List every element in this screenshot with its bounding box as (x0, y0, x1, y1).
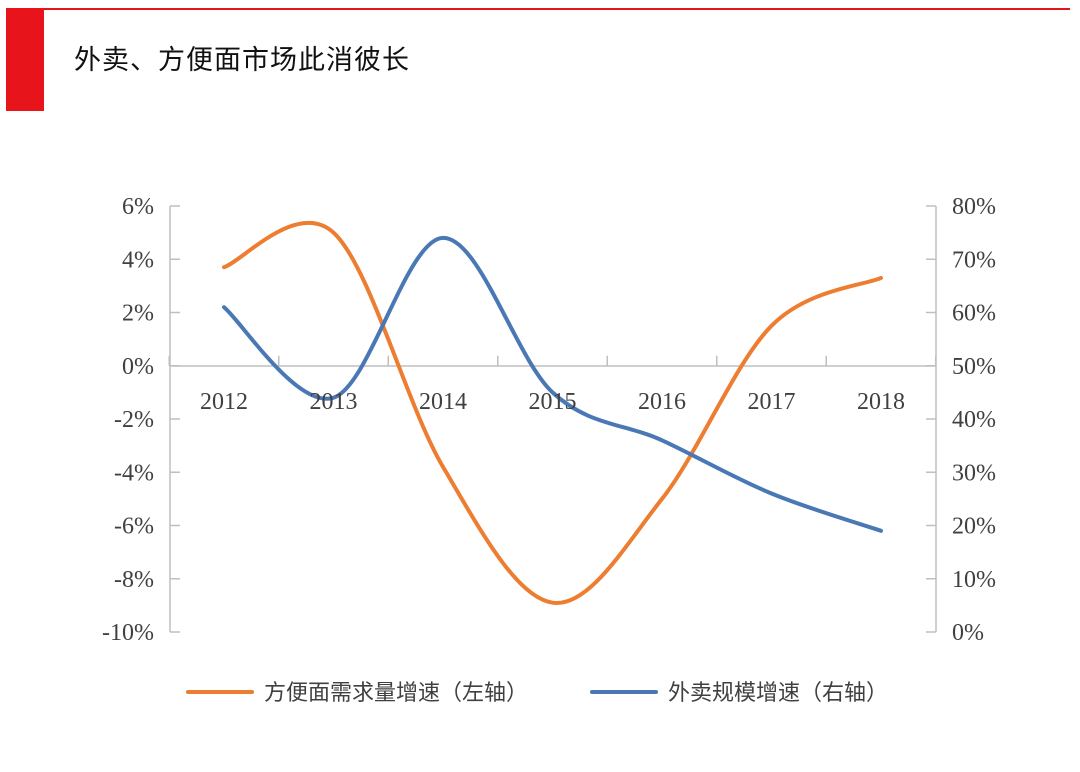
right-axis-tick-label: 70% (952, 247, 996, 273)
right-axis-tick-label: 80% (952, 194, 996, 220)
x-axis-tick-label: 2015 (529, 389, 577, 415)
tick-group: 6% 4% 2% 0% -2% -4% -6% -8% -10% 80% 70% 60% 50% 40% 3… (102, 194, 996, 646)
right-axis-tick-label: 20% (952, 514, 996, 540)
left-axis-tick-label: -10% (102, 620, 154, 646)
legend: 方便面需求量增速（左轴） 外卖规模增速（右轴） (186, 681, 888, 706)
x-label-group: 2012 2013 2014 2015 2016 2017 2018 (200, 389, 905, 415)
left-axis-tick-label: 4% (122, 247, 154, 273)
series-group (222, 220, 883, 605)
left-axis-tick-label: 6% (122, 194, 154, 220)
right-axis-tick-label: 40% (952, 407, 996, 433)
right-axis-tick-label: 50% (952, 354, 996, 380)
series-line-instant-noodle (222, 220, 883, 605)
x-axis-tick-label: 2017 (748, 389, 796, 415)
left-axis-tick-label: 0% (122, 354, 154, 380)
left-axis-tick-label: -6% (114, 514, 154, 540)
x-axis-tick-label: 2012 (200, 389, 248, 415)
right-axis-tick-label: 30% (952, 460, 996, 486)
legend-label: 外卖规模增速（右轴） (668, 681, 888, 706)
page-title: 外卖、方便面市场此消彼长 (74, 45, 410, 76)
title-accent-bar (6, 8, 44, 111)
x-axis-tick-label: 2018 (857, 389, 905, 415)
series-line-takeout (222, 235, 883, 533)
left-axis-tick-label: -8% (114, 567, 154, 593)
legend-label: 方便面需求量增速（左轴） (264, 681, 528, 706)
left-axis-tick-label: -2% (114, 407, 154, 433)
left-axis-tick-label: -4% (114, 460, 154, 486)
right-axis-tick-label: 0% (952, 620, 984, 646)
left-axis-tick-label: 2% (122, 301, 154, 327)
axes-group (169, 206, 937, 632)
right-axis-tick-label: 60% (952, 301, 996, 327)
header-rule (44, 8, 1070, 10)
x-axis-tick-label: 2014 (419, 389, 467, 415)
x-axis-tick-label: 2013 (310, 389, 358, 415)
right-axis-tick-label: 10% (952, 567, 996, 593)
x-axis-tick-label: 2016 (638, 389, 686, 415)
